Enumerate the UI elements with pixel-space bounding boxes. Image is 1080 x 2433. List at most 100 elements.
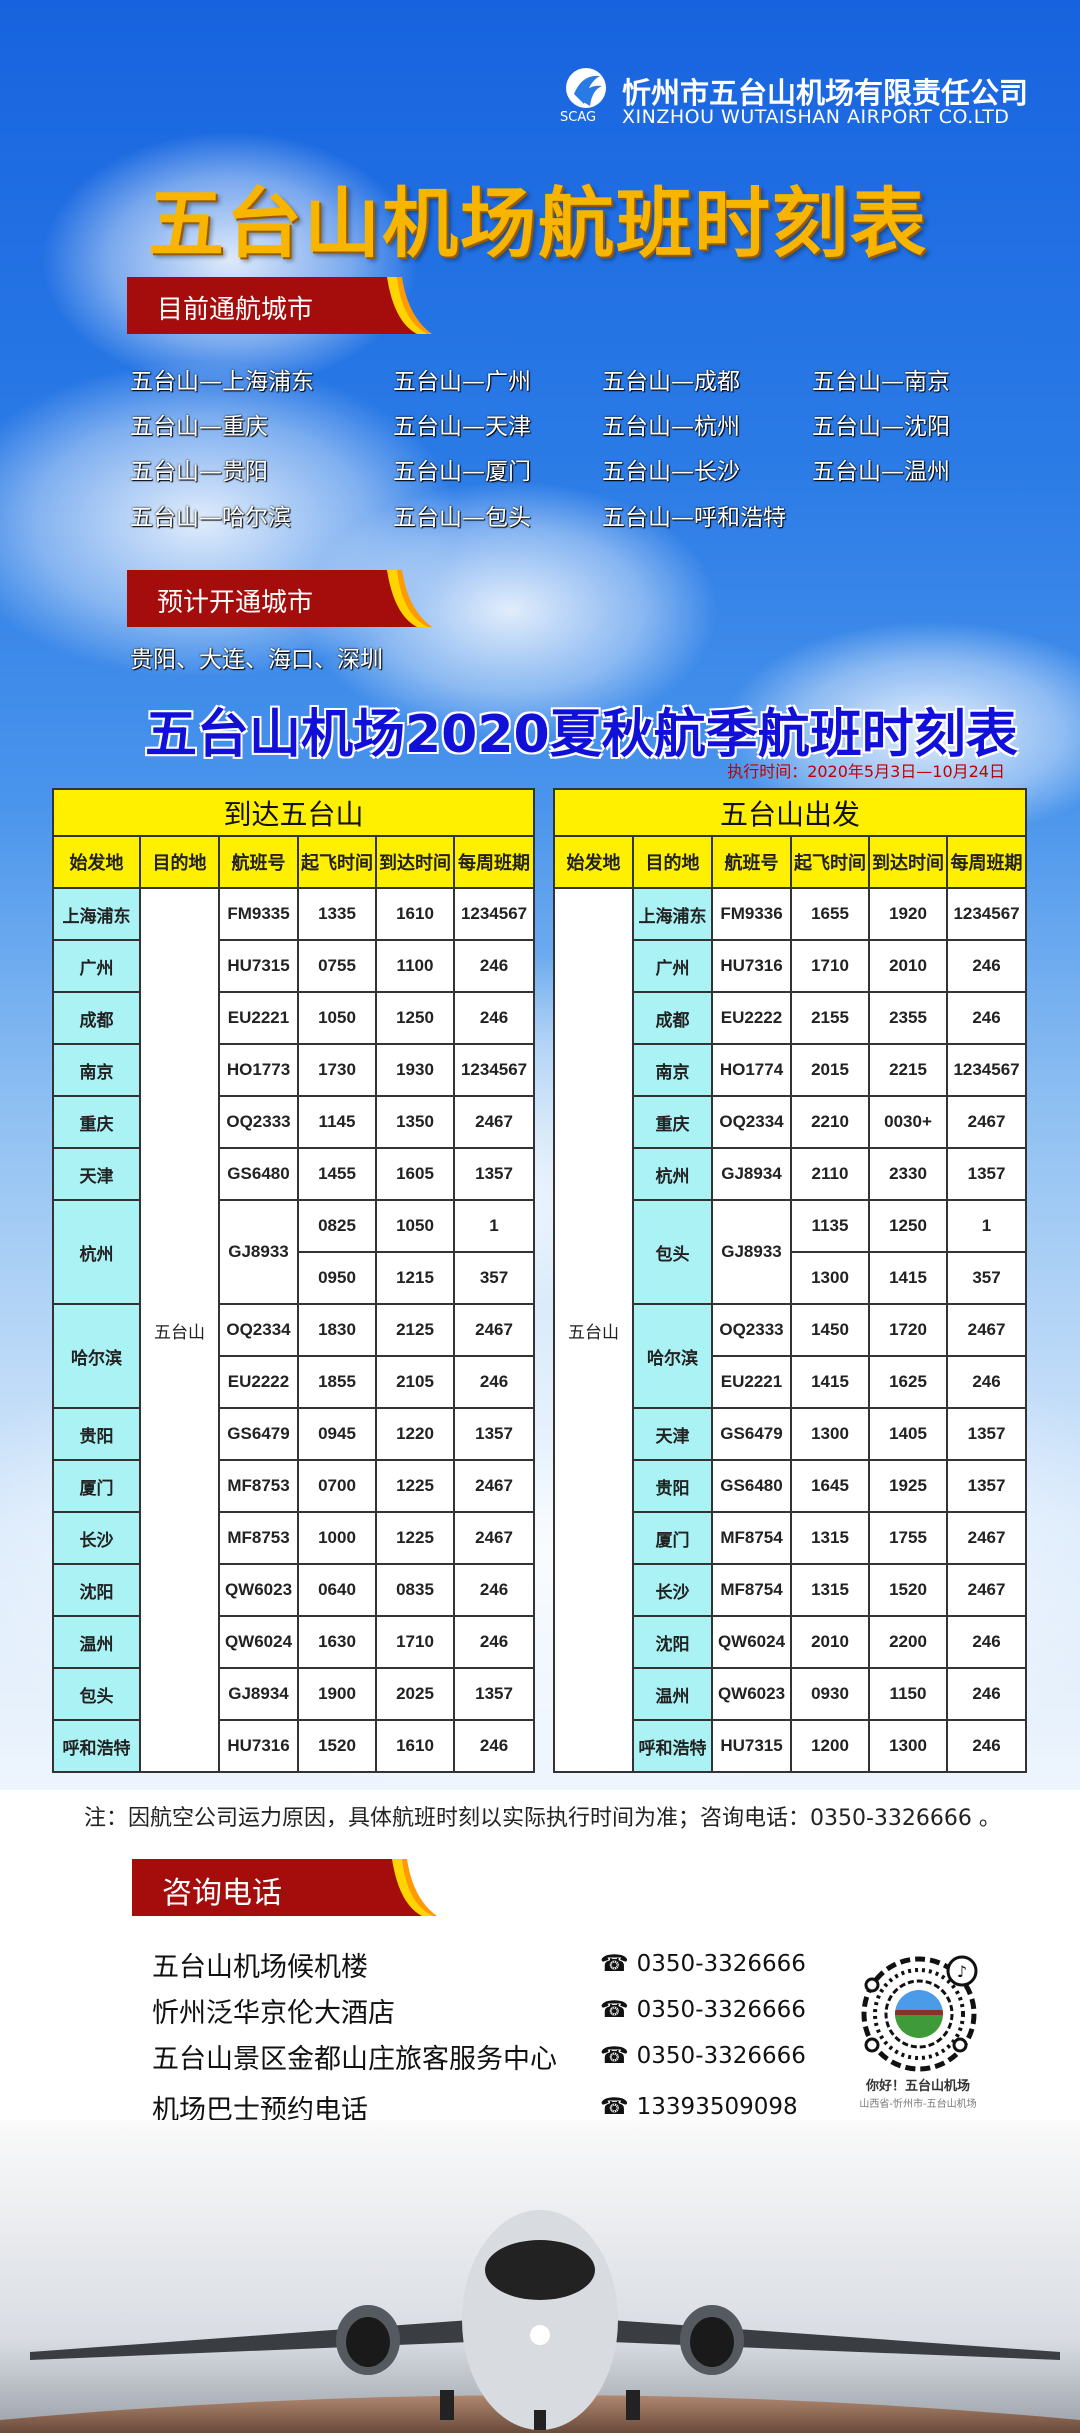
departure-time: 1300 bbox=[790, 1407, 870, 1461]
city-cell: 温州 bbox=[52, 1615, 141, 1669]
company-name-en: XINZHOU WUTAISHAN AIRPORT CO.LTD bbox=[622, 106, 1010, 128]
flight-number: HU7316 bbox=[711, 939, 792, 993]
departure-time: 1200 bbox=[790, 1719, 870, 1773]
flight-number: MF8754 bbox=[711, 1563, 792, 1617]
route-item: 五台山—南京 bbox=[812, 369, 950, 395]
departure-time: 1300 bbox=[790, 1251, 870, 1305]
weekly-days: 246 bbox=[945, 1615, 1028, 1669]
city-cell: 杭州 bbox=[632, 1147, 713, 1201]
weekly-days: 357 bbox=[452, 1251, 536, 1305]
departure-time: 1630 bbox=[297, 1615, 377, 1669]
weekly-days: 246 bbox=[452, 1563, 536, 1617]
table-row: 沈阳 QW6024 2010 2200 246 bbox=[554, 1615, 1028, 1669]
flight-number: MF8754 bbox=[711, 1511, 792, 1565]
column-header: 到达时间 bbox=[868, 835, 948, 889]
departure-time: 0930 bbox=[790, 1667, 870, 1721]
route-item: 五台山—广州 bbox=[393, 369, 531, 395]
weekly-days: 246 bbox=[452, 939, 536, 993]
city-cell: 杭州 bbox=[52, 1199, 141, 1305]
city-cell: 贵阳 bbox=[52, 1407, 141, 1461]
route-item: 五台山—包头 bbox=[393, 505, 531, 531]
company-name-cn: 忻州市五台山机场有限责任公司 bbox=[622, 76, 1029, 110]
flight-number: HU7316 bbox=[218, 1719, 299, 1773]
phone-number[interactable]: 0350-3326666 bbox=[636, 1997, 806, 2023]
contact-phone[interactable]: ☎ 0350-3326666 bbox=[600, 1997, 806, 2023]
flight-number: HO1774 bbox=[711, 1043, 792, 1097]
weekly-days: 2467 bbox=[452, 1095, 536, 1149]
city-cell: 呼和浩特 bbox=[52, 1719, 141, 1773]
departure-time: 0825 bbox=[297, 1199, 377, 1253]
phone-number[interactable]: 0350-3326666 bbox=[636, 2043, 806, 2069]
weekly-days: 1357 bbox=[945, 1459, 1028, 1513]
phone-icon: ☎ bbox=[600, 1997, 629, 2023]
arrival-time: 1920 bbox=[868, 887, 948, 941]
arrival-time: 0030+ bbox=[868, 1095, 948, 1149]
column-header: 起飞时间 bbox=[790, 835, 870, 889]
departure-time: 0640 bbox=[297, 1563, 377, 1617]
column-header: 每周班期 bbox=[945, 835, 1028, 889]
city-cell: 成都 bbox=[52, 991, 141, 1045]
arrival-time: 2330 bbox=[868, 1147, 948, 1201]
city-cell: 长沙 bbox=[52, 1511, 141, 1565]
arrival-time: 1225 bbox=[375, 1511, 455, 1565]
phone-number[interactable]: 13393509098 bbox=[636, 2094, 798, 2120]
route-item: 五台山—温州 bbox=[812, 459, 950, 485]
table-row: 南京 HO1773 1730 1930 1234567 bbox=[52, 1043, 536, 1097]
table-row: 贵阳 GS6480 1645 1925 1357 bbox=[554, 1459, 1028, 1513]
column-header: 始发地 bbox=[553, 835, 634, 889]
departure-time: 1730 bbox=[297, 1043, 377, 1097]
qr-subcaption: 山西省-忻州市-五台山机场 bbox=[859, 2099, 977, 2110]
flight-number: QW6023 bbox=[711, 1667, 792, 1721]
arrival-time: 1350 bbox=[375, 1095, 455, 1149]
table-row: 厦门 MF8753 0700 1225 2467 bbox=[52, 1459, 536, 1513]
arrival-time: 1415 bbox=[868, 1251, 948, 1305]
route-item: 五台山—呼和浩特 bbox=[602, 505, 786, 531]
departure-time: 1520 bbox=[297, 1719, 377, 1773]
weekly-days: 2467 bbox=[945, 1511, 1028, 1565]
arrival-time: 1520 bbox=[868, 1563, 948, 1617]
table-row: 天津 GS6480 1455 1605 1357 bbox=[52, 1147, 536, 1201]
weekly-days: 246 bbox=[945, 1719, 1028, 1773]
column-header: 目的地 bbox=[139, 835, 220, 889]
route-item: 五台山—厦门 bbox=[393, 459, 531, 485]
arrival-time: 1605 bbox=[375, 1147, 455, 1201]
flight-number: GS6479 bbox=[711, 1407, 792, 1461]
qr-code[interactable]: ♪ bbox=[860, 1955, 978, 2073]
departure-time: 2155 bbox=[790, 991, 870, 1045]
phone-number[interactable]: 0350-3326666 bbox=[636, 1951, 806, 1977]
arrival-time: 2010 bbox=[868, 939, 948, 993]
current-routes-badge: 目前通航城市 bbox=[127, 277, 432, 334]
table-title: 五台山出发 bbox=[552, 788, 1028, 837]
flight-number: OQ2333 bbox=[218, 1095, 299, 1149]
planned-routes-label: 预计开通城市 bbox=[157, 588, 314, 618]
column-header: 到达时间 bbox=[375, 835, 455, 889]
departure-time: 1335 bbox=[297, 887, 377, 941]
arrival-time: 1215 bbox=[375, 1251, 455, 1305]
route-item: 五台山—沈阳 bbox=[812, 414, 950, 440]
flight-number: GS6479 bbox=[218, 1407, 299, 1461]
column-header: 起飞时间 bbox=[297, 835, 377, 889]
weekly-days: 2467 bbox=[945, 1095, 1028, 1149]
contacts-badge: 咨询电话 bbox=[132, 1859, 437, 1916]
weekly-days: 2467 bbox=[452, 1459, 536, 1513]
table-row: 重庆 OQ2333 1145 1350 2467 bbox=[52, 1095, 536, 1149]
contact-phone[interactable]: ☎ 13393509098 bbox=[600, 2094, 798, 2120]
arrival-time: 1610 bbox=[375, 1719, 455, 1773]
table-row: 沈阳 QW6023 0640 0835 246 bbox=[52, 1563, 536, 1617]
arrival-time: 2025 bbox=[375, 1667, 455, 1721]
arrival-time: 1625 bbox=[868, 1355, 948, 1409]
departure-time: 0700 bbox=[297, 1459, 377, 1513]
departure-time: 1830 bbox=[297, 1303, 377, 1357]
contact-phone[interactable]: ☎ 0350-3326666 bbox=[600, 2043, 806, 2069]
weekly-days: 2467 bbox=[945, 1563, 1028, 1617]
flight-number: GS6480 bbox=[218, 1147, 299, 1201]
departure-time: 1645 bbox=[790, 1459, 870, 1513]
arrival-time: 1050 bbox=[375, 1199, 455, 1253]
arrival-time: 2105 bbox=[375, 1355, 455, 1409]
flight-number: HO1773 bbox=[218, 1043, 299, 1097]
table-row: 哈尔滨 OQ2333 1450 1720 2467 bbox=[554, 1303, 1028, 1409]
contact-phone[interactable]: ☎ 0350-3326666 bbox=[600, 1951, 806, 1977]
table-row: 包头 GJ8934 1900 2025 1357 bbox=[52, 1667, 536, 1721]
column-header: 每周班期 bbox=[452, 835, 536, 889]
contact-name: 五台山景区金都山庄旅客服务中心 bbox=[152, 2044, 557, 2075]
